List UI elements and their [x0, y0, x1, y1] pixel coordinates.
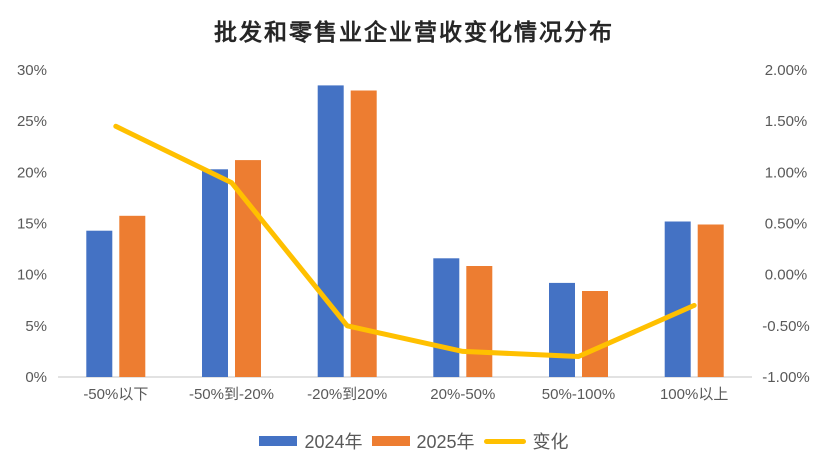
bar-2025年-50%-100%: [582, 291, 608, 377]
x-axis-category-label: 50%-100%: [542, 386, 615, 403]
bar-2025年--50%以下: [119, 215, 146, 377]
left-axis-tick-label: 0%: [25, 369, 47, 386]
right-axis-tick-label: -1.00%: [762, 369, 810, 386]
legend-item-2024: 2024年: [259, 428, 363, 454]
left-axis-tick-label: 10%: [17, 267, 47, 284]
legend-label-2025: 2025年: [416, 432, 475, 452]
right-axis-tick-label: 1.50%: [765, 113, 808, 130]
chart-title: 批发和零售业企业营收变化情况分布: [214, 20, 614, 45]
bar-2025年-20%-50%: [466, 266, 493, 377]
bar-2025年-100%以上: [697, 224, 724, 377]
left-axis-tick-label: 20%: [17, 164, 47, 181]
right-axis-tick-label: 2.00%: [765, 62, 808, 79]
bar-2024年-100%以上: [664, 221, 691, 377]
x-axis-category-label: 20%-50%: [430, 386, 495, 403]
bar-2024年--50%到-20%: [202, 169, 228, 377]
bar-2024年--50%以下: [86, 230, 113, 377]
legend-swatch-2025: [371, 436, 410, 446]
legend-item-2025: 2025年: [371, 428, 475, 454]
x-axis-category-label: 100%以上: [660, 386, 728, 403]
right-axis-tick-label: 0.00%: [765, 267, 808, 284]
legend-label-change: 变化: [532, 432, 569, 452]
left-axis-tick-label: 15%: [17, 216, 47, 233]
left-axis-tick-label: 25%: [17, 113, 47, 130]
legend-swatch-change-line: [483, 438, 526, 444]
x-axis-category-label: -50%以下: [83, 386, 148, 403]
right-axis-tick-label: 0.50%: [765, 216, 808, 233]
legend-label-2024: 2024年: [304, 432, 363, 452]
legend: 2024年 2025年 变化: [0, 428, 828, 454]
bar-2024年--20%到20%: [317, 85, 344, 378]
left-axis-tick-label: 30%: [17, 62, 47, 79]
x-axis-category-label: -50%到-20%: [189, 386, 274, 403]
right-axis-tick-label: -0.50%: [762, 318, 810, 335]
left-axis-tick-label: 5%: [25, 318, 47, 335]
right-axis-tick-label: 1.00%: [765, 164, 808, 181]
legend-item-change: 变化: [483, 428, 569, 454]
change-line: [113, 123, 697, 359]
bar-2024年-50%-100%: [549, 282, 575, 377]
bar-2024年-20%-50%: [433, 258, 460, 377]
legend-swatch-2024: [259, 436, 298, 446]
x-axis-category-label: -20%到20%: [307, 386, 387, 403]
